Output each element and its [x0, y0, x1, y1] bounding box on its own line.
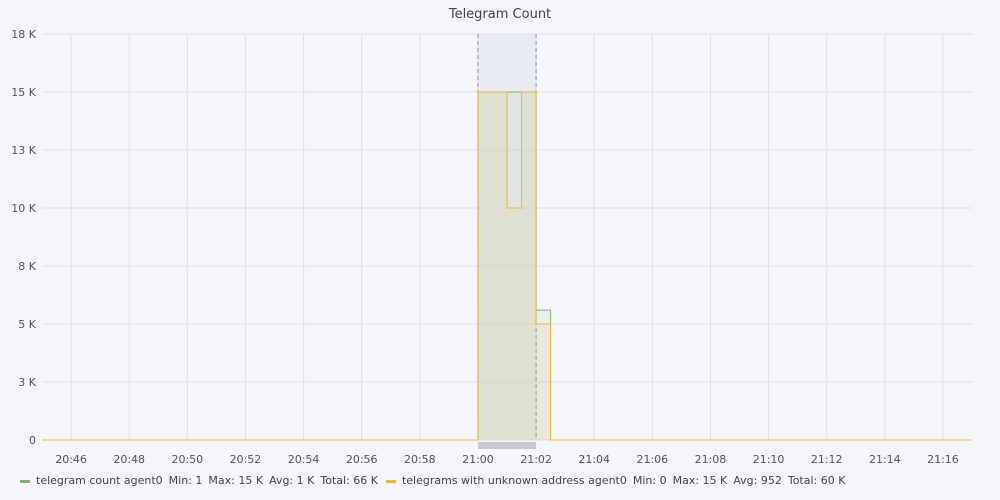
x-tick-label: 21:02 [520, 453, 552, 466]
x-tick-label: 20:54 [288, 453, 320, 466]
legend-item-unknown-address[interactable]: telegrams with unknown address agent0 Mi… [385, 474, 846, 487]
y-tick-label: 8 K [18, 260, 36, 273]
legend-max: Max: 15 K [672, 474, 728, 487]
x-tick-label: 21:00 [462, 453, 494, 466]
y-tick-label: 18 K [11, 28, 36, 41]
legend-total: Total: 60 K [787, 474, 846, 487]
x-tick-label: 20:56 [346, 453, 378, 466]
legend-total: Total: 66 K [320, 474, 378, 487]
y-tick-label: 13 K [11, 144, 36, 157]
x-tick-label: 21:12 [811, 453, 843, 466]
legend-swatch [385, 480, 396, 483]
legend-min: Min: 1 [168, 474, 203, 487]
legend-item-telegram-count[interactable]: telegram count agent0 Min: 1 Max: 15 K A… [20, 474, 378, 487]
x-tick-label: 21:10 [753, 453, 785, 466]
series-line [42, 91, 972, 441]
y-tick-label: 10 K [11, 202, 36, 215]
x-tick-label: 20:50 [171, 453, 203, 466]
plot-area[interactable]: 0 3 K 5 K 8 K 10 K 13 K 15 K 18 K 20:46 20:48 20:5… [0, 0, 1000, 470]
legend-max: Max: 15 K [208, 474, 264, 487]
legend-series-name: telegrams with unknown address agent0 [401, 474, 627, 487]
y-tick-label: 15 K [11, 86, 36, 99]
legend-swatch [20, 480, 30, 483]
y-tick-label: 5 K [18, 318, 36, 331]
legend-avg: Avg: 952 [733, 474, 782, 487]
y-tick-label: 3 K [18, 376, 36, 389]
x-tick-label: 21:08 [695, 453, 727, 466]
y-tick-label: 0 [29, 434, 36, 447]
legend-series-name: telegram count agent0 [36, 474, 163, 487]
series-area [42, 92, 972, 440]
legend: telegram count agent0 Min: 1 Max: 15 K A… [20, 474, 845, 487]
x-tick-label: 20:52 [230, 453, 262, 466]
legend-avg: Avg: 1 K [269, 474, 315, 487]
x-tick-label: 20:48 [113, 453, 145, 466]
legend-min: Min: 0 [632, 474, 667, 487]
chart-title: Telegram Count [448, 7, 552, 22]
x-tick-label: 21:14 [869, 453, 901, 466]
series-area [42, 92, 972, 440]
x-tick-label: 21:04 [578, 453, 610, 466]
x-tick-label: 21:06 [636, 453, 668, 466]
x-tick-label: 20:46 [55, 453, 87, 466]
x-tick-label: 20:58 [404, 453, 436, 466]
x-tick-label: 21:16 [927, 453, 959, 466]
selection-handle [477, 442, 537, 449]
